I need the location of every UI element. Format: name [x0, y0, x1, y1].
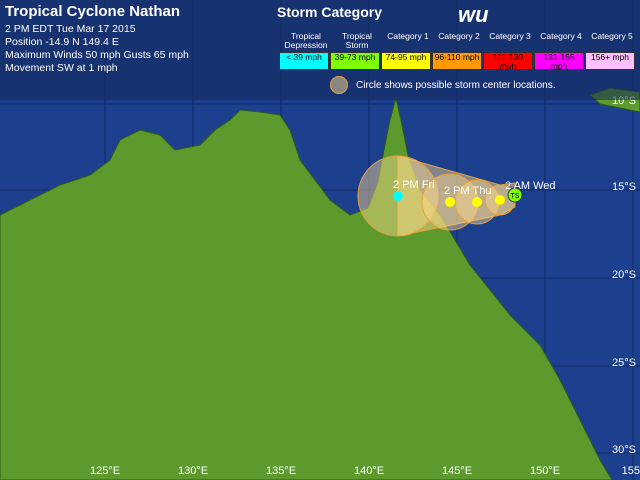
info-line: Movement SW at 1 mph [5, 62, 118, 74]
lon-label: 145°E [442, 465, 472, 477]
track-point [495, 195, 505, 205]
track-label: 2 AM Wed [505, 180, 556, 192]
lat-label: 20°S [612, 269, 636, 281]
category-label: Category 1 [387, 31, 429, 41]
category-range: 131-155 mph [534, 52, 584, 71]
header-band [0, 0, 640, 100]
lon-label: 155° [622, 465, 640, 477]
current-position [507, 187, 523, 203]
legend-note: Circle shows possible storm center locat… [356, 80, 556, 91]
lat-label: 25°S [612, 357, 636, 369]
category-range: 74-95 mph [381, 52, 431, 70]
category-label: Category 5 [591, 31, 633, 41]
logo: wu [458, 2, 489, 27]
header-info: 2 PM EDT Tue Mar 17 2015 Position -14.9 N… [5, 23, 189, 75]
lon-label: 135°E [266, 465, 296, 477]
legend-circle [330, 76, 348, 94]
category-label: Tropical Storm [342, 31, 372, 50]
track-label: 2 PM Fri [393, 179, 435, 191]
track-point [445, 197, 455, 207]
land-australia [0, 97, 613, 480]
category-range: 111-130 mph [483, 52, 533, 71]
lon-label: 130°E [178, 465, 208, 477]
track-point [393, 191, 403, 201]
info-line: Position -14.9 N 149.4 E [5, 36, 119, 48]
track-point [472, 197, 482, 207]
lon-label: 150°E [530, 465, 560, 477]
lat-label: 15°S [612, 181, 636, 193]
track-label: 2 PM Thu [444, 185, 492, 197]
category-range: < 39 mph [279, 52, 329, 70]
current-category: TS [511, 193, 520, 200]
lon-label: 140°E [354, 465, 384, 477]
category-label: Category 2 [438, 31, 480, 41]
category-range: 39-73 mph [330, 52, 380, 70]
lon-label: 125°E [90, 465, 120, 477]
category-label: Tropical Depression [284, 31, 328, 50]
info-line: 2 PM EDT Tue Mar 17 2015 [5, 23, 136, 35]
lat-label: 30°S [612, 444, 636, 456]
category-range: 156+ mph [585, 52, 635, 70]
info-line: Maximum Winds 50 mph Gusts 65 mph [5, 49, 189, 61]
category-label: Category 3 [489, 31, 531, 41]
category-label: Category 4 [540, 31, 582, 41]
category-range: 96-110 mph [432, 52, 482, 70]
title: Tropical Cyclone Nathan [5, 3, 181, 20]
legend-title: Storm Category [277, 4, 383, 20]
